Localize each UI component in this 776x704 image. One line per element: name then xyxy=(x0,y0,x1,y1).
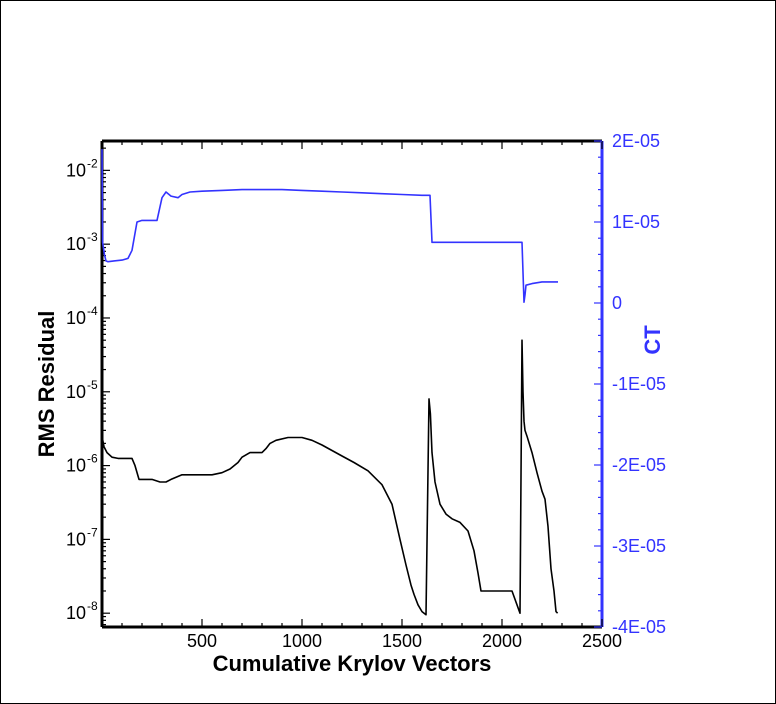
right-y-tick-label: -1E-05 xyxy=(612,374,666,394)
left-y-tick-exponent: -4 xyxy=(87,304,98,318)
right-y-axis-label: CT xyxy=(640,325,665,355)
label-layer: Cumulative Krylov Vectors RMS Residual C… xyxy=(34,311,665,676)
left-y-tick-exponent: -3 xyxy=(87,230,98,244)
left-y-tick-exponent: -7 xyxy=(87,525,98,539)
left-y-tick-label: 10 xyxy=(66,160,86,180)
left-y-tick-exponent: -6 xyxy=(87,452,98,466)
x-axis-label: Cumulative Krylov Vectors xyxy=(213,651,492,676)
left-y-tick-exponent: -5 xyxy=(87,378,98,392)
right-y-tick-label: -2E-05 xyxy=(612,455,666,475)
left-y-tick-label: 10 xyxy=(66,529,86,549)
series-layer xyxy=(101,149,559,616)
x-tick-label: 2000 xyxy=(482,631,522,651)
left-y-tick-label: 10 xyxy=(66,456,86,476)
right-y-tick-label: 1E-05 xyxy=(612,212,660,232)
ct-line xyxy=(101,149,558,303)
rms-residual-line xyxy=(101,339,559,616)
right-y-tick-label: -4E-05 xyxy=(612,617,666,637)
left-y-tick-label: 10 xyxy=(66,603,86,623)
left-y-tick-label: 10 xyxy=(66,382,86,402)
left-y-axis-label: RMS Residual xyxy=(34,311,59,458)
x-tick-label: 1000 xyxy=(282,631,322,651)
x-tick-label: 500 xyxy=(187,631,217,651)
left-y-tick-exponent: -2 xyxy=(87,156,98,170)
x-tick-label: 2500 xyxy=(582,631,622,651)
right-y-tick-label: 2E-05 xyxy=(612,131,660,151)
left-y-tick-label: 10 xyxy=(66,234,86,254)
right-y-tick-label: -3E-05 xyxy=(612,536,666,556)
left-y-tick-label: 10 xyxy=(66,308,86,328)
x-tick-label: 1500 xyxy=(382,631,422,651)
left-y-tick-exponent: -8 xyxy=(87,599,98,613)
right-y-tick-label: 0 xyxy=(612,293,622,313)
